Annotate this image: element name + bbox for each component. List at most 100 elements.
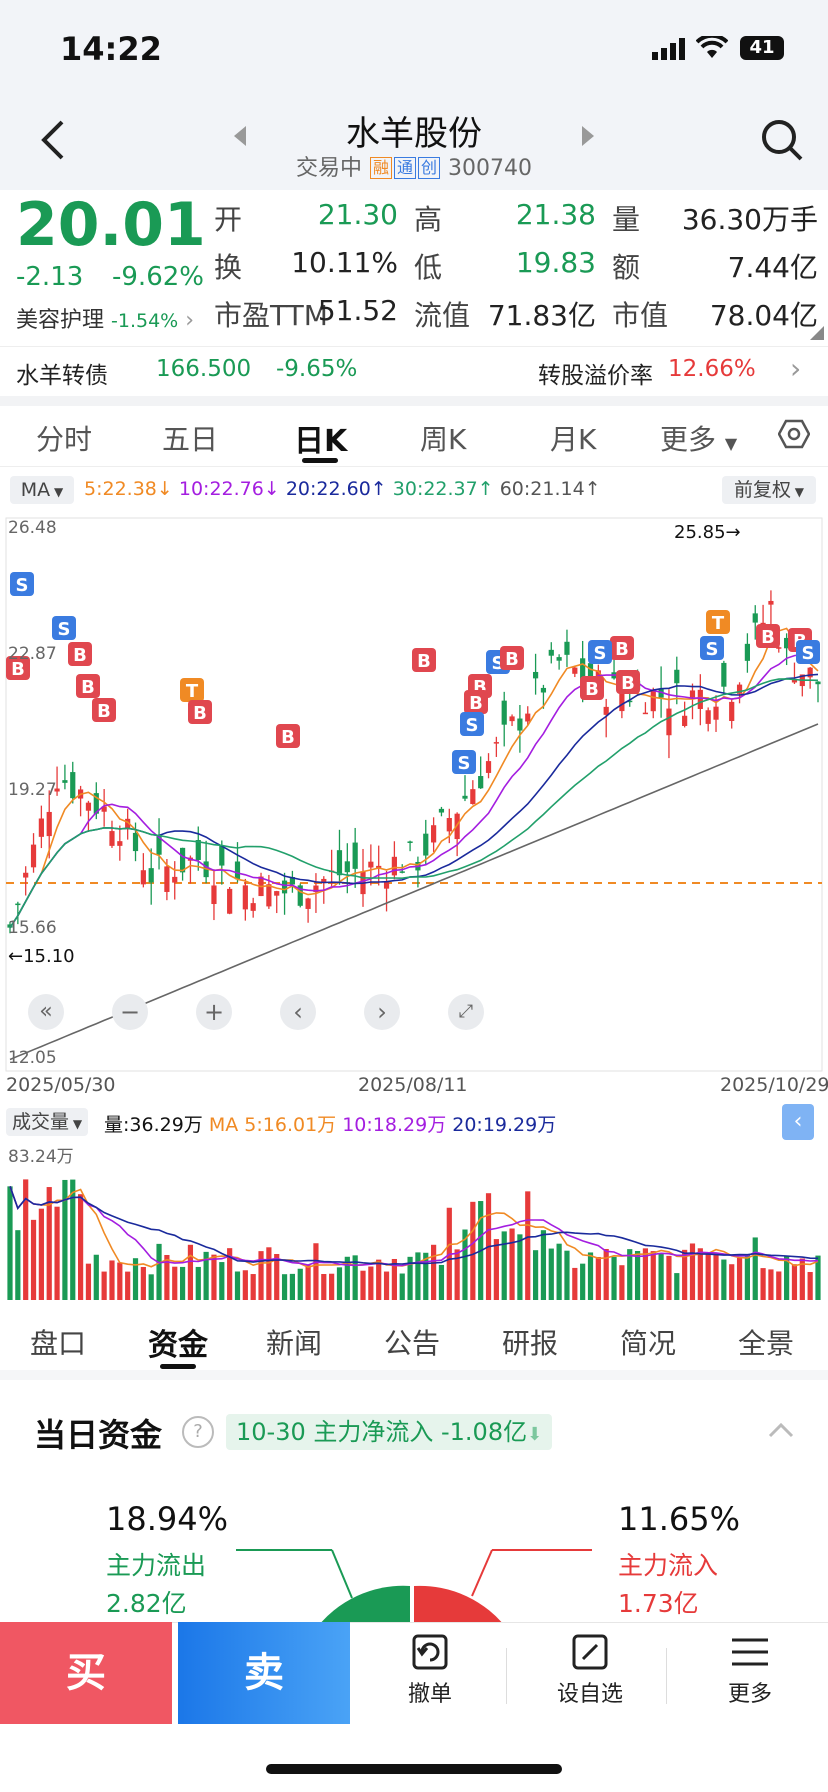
trade-signal-badge[interactable]: B <box>616 670 640 694</box>
volume-bar <box>274 1253 280 1300</box>
signal-badge-bg <box>500 646 524 670</box>
adjust-label: 前复权 <box>733 479 791 501</box>
collapse-panel-icon[interactable]: ‹ <box>782 1104 814 1140</box>
trade-signal-badge[interactable]: B <box>276 724 300 748</box>
trade-signal-badge[interactable]: B <box>464 690 488 714</box>
signal-badge-bg <box>52 616 76 640</box>
ma10-value: 10:22.76 <box>178 478 264 500</box>
tab-daily-k[interactable]: 日K <box>294 424 348 459</box>
volume-bar <box>179 1266 186 1300</box>
trade-signal-badge[interactable]: B <box>68 642 92 666</box>
trade-signal-badge[interactable]: B <box>6 656 30 680</box>
expand-corner-icon[interactable] <box>810 326 824 340</box>
volume-bar <box>266 1247 272 1300</box>
trade-signal-badge[interactable]: S <box>460 712 484 736</box>
high-label: 高 <box>414 203 443 236</box>
bond-pct: -9.65% <box>276 356 358 382</box>
trade-signal-badge[interactable]: B <box>610 636 634 660</box>
volume-bar <box>799 1258 805 1300</box>
tab-research[interactable]: 研报 <box>502 1327 559 1360</box>
signal-badge-bg <box>68 642 92 666</box>
stock-subtitle: 交易中 融通创 300740 <box>0 150 828 182</box>
signal-badge-letter: B <box>193 703 207 724</box>
collapse-up-icon[interactable] <box>766 1418 796 1446</box>
fullscreen-icon[interactable]: ⤢ <box>448 994 484 1030</box>
adjust-selector[interactable]: 前复权 ▼ <box>722 476 816 504</box>
trade-signal-badge[interactable]: S <box>452 750 476 774</box>
low-price-marker: ←15.10 <box>8 946 75 967</box>
candle-body <box>744 643 750 661</box>
sector-link[interactable]: 美容护理 -1.54% › <box>16 302 194 334</box>
volume-bar <box>776 1271 782 1300</box>
tab-profile[interactable]: 简况 <box>620 1327 677 1360</box>
trade-signal-badge[interactable]: T <box>706 610 730 634</box>
zoom-out-icon[interactable]: − <box>112 994 148 1030</box>
back-icon[interactable] <box>38 118 68 166</box>
help-icon[interactable]: ? <box>182 1416 214 1448</box>
tab-funds[interactable]: 资金 <box>148 1328 208 1363</box>
volume-bar <box>383 1271 390 1300</box>
tab-news[interactable]: 新闻 <box>266 1327 323 1360</box>
convertible-bond-row[interactable] <box>0 346 828 397</box>
search-icon[interactable] <box>760 118 804 166</box>
trade-signal-badge[interactable]: S <box>52 616 76 640</box>
volume-selector[interactable]: 成交量 ▼ <box>6 1108 89 1136</box>
trade-signal-badge[interactable]: B <box>500 646 524 670</box>
zoom-in-icon[interactable]: + <box>196 994 232 1030</box>
tab-monthly-k[interactable]: 月K <box>550 423 597 456</box>
undo-icon <box>410 1632 450 1672</box>
volume-chart[interactable]: 83.24万 <box>0 1140 828 1302</box>
next-stock-icon[interactable] <box>580 124 596 152</box>
more-button[interactable]: 更多 <box>688 1632 812 1718</box>
trade-signal-badge[interactable]: B <box>756 624 780 648</box>
volume-value: 36.30万手 <box>681 203 818 236</box>
chart-settings-icon[interactable] <box>777 418 811 454</box>
tab-overview[interactable]: 全景 <box>738 1327 795 1360</box>
trade-signal-badge[interactable]: S <box>796 640 820 664</box>
signal-badge-bg <box>276 724 300 748</box>
trade-signal-badge[interactable]: B <box>92 698 116 722</box>
candle-body <box>815 681 821 685</box>
prev-stock-icon[interactable] <box>232 124 248 152</box>
trade-signal-badge[interactable]: S <box>588 640 612 664</box>
volume-bar <box>156 1243 162 1300</box>
tab-weekly-k[interactable]: 周K <box>420 423 467 456</box>
volume-bar <box>70 1179 76 1300</box>
tab-order-book[interactable]: 盘口 <box>30 1327 87 1360</box>
trade-signal-badge[interactable]: S <box>10 572 34 596</box>
trade-signal-badge[interactable]: S <box>700 636 724 660</box>
scroll-left-icon[interactable]: ‹ <box>280 994 316 1030</box>
turnover-value: 10.11% <box>291 246 398 279</box>
candle-body <box>179 847 186 873</box>
ma-selector[interactable]: MA ▼ <box>10 476 74 504</box>
open-label: 开 <box>214 203 243 236</box>
rewind-icon[interactable]: « <box>28 994 64 1030</box>
candle-body <box>619 692 625 712</box>
tab-five-day[interactable]: 五日 <box>162 423 219 456</box>
trade-signal-badge[interactable]: T <box>180 678 204 702</box>
bond-price: 166.500 <box>156 356 252 382</box>
scroll-right-icon[interactable]: › <box>364 994 400 1030</box>
candle-body <box>227 888 233 914</box>
tab-announcements[interactable]: 公告 <box>384 1327 441 1360</box>
trade-signal-badge[interactable]: B <box>76 674 100 698</box>
volume-bar <box>509 1228 515 1300</box>
low-label: 低 <box>414 251 443 284</box>
tab-more[interactable]: 更多 ▼ <box>660 418 737 458</box>
candle-body <box>297 885 303 906</box>
trade-signal-badge[interactable]: B <box>412 648 436 672</box>
tab-intraday[interactable]: 分时 <box>36 423 93 456</box>
candle-body <box>242 885 248 910</box>
buy-button[interactable]: 买 <box>0 1622 172 1724</box>
volume-bar <box>7 1186 13 1300</box>
sell-button[interactable]: 卖 <box>178 1622 350 1724</box>
candle-body <box>423 833 429 856</box>
trade-signal-badge[interactable]: B <box>188 700 212 724</box>
cancel-order-button[interactable]: 撤单 <box>368 1632 492 1718</box>
trade-signal-badge[interactable]: B <box>580 676 604 700</box>
ma-selector-label: MA <box>20 479 51 501</box>
kline-chart[interactable]: SSBBBBTBBBBBSBSSBBSBTSBBS 26.48 22.87 19… <box>0 514 828 1074</box>
signal-icon <box>652 38 686 64</box>
add-watchlist-button[interactable]: 设自选 <box>528 1632 652 1718</box>
arrow-up-icon: ↑ <box>370 478 387 500</box>
